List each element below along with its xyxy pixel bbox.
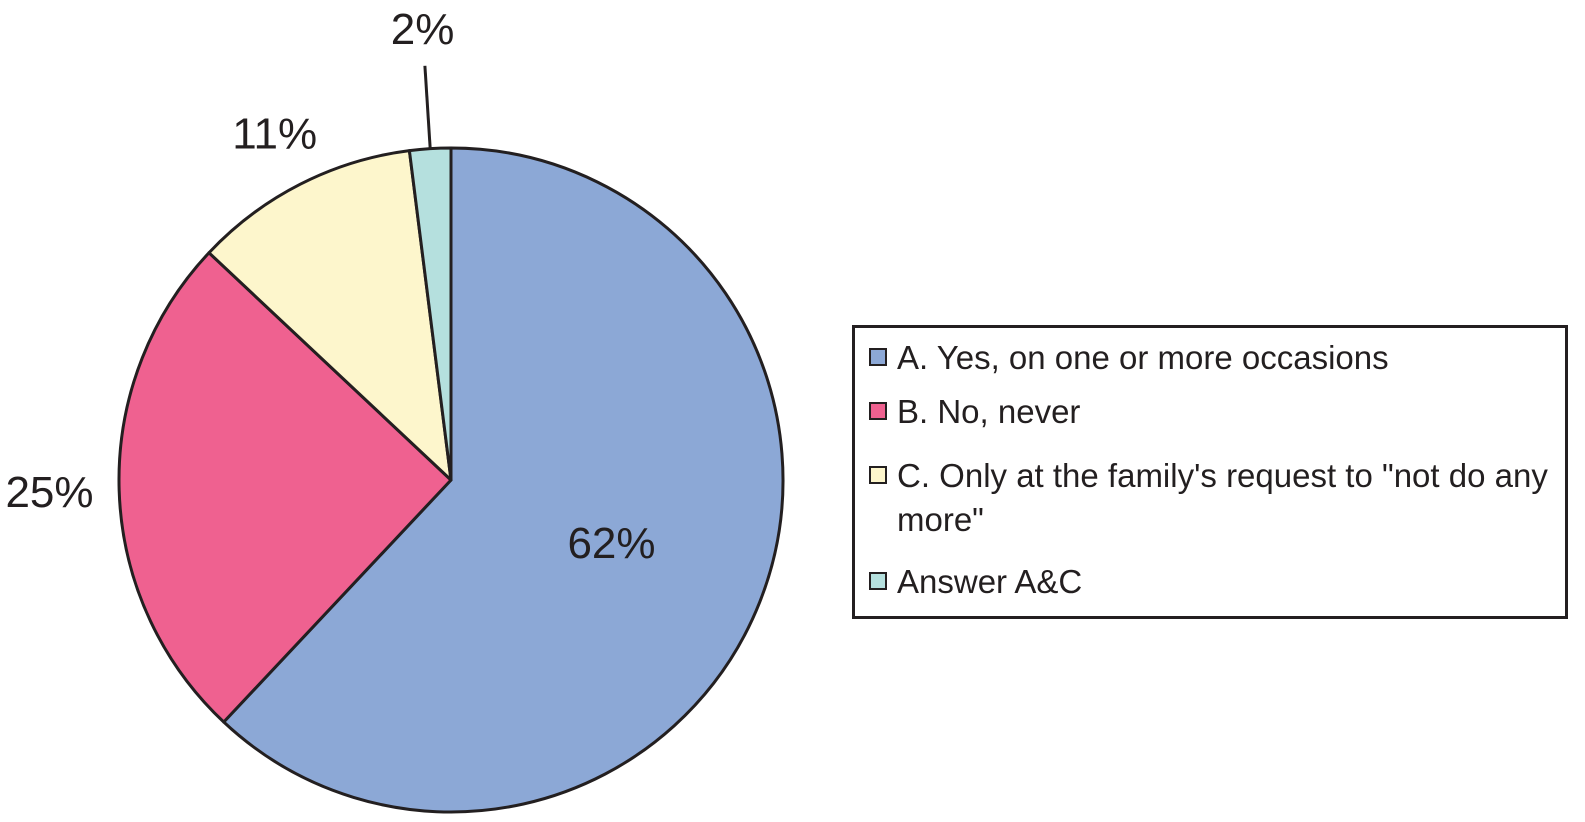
- pie-label-b: 25%: [5, 468, 93, 517]
- legend-item-c: C. Only at the family's request to "not …: [869, 454, 1549, 542]
- legend-swatch-a: [869, 348, 887, 366]
- legend-label-c: C. Only at the family's request to "not …: [897, 457, 1548, 538]
- pie-percent-labels: 62% 25% 11% 2%: [5, 5, 655, 568]
- legend-swatch-b: [869, 402, 887, 420]
- legend-item-a: A. Yes, on one or more occasions: [869, 336, 1549, 380]
- legend-label-b: B. No, never: [897, 393, 1081, 430]
- pie-slices: [117, 146, 785, 814]
- pie-label-c: 11%: [232, 109, 317, 158]
- pie-label-d: 2%: [391, 5, 455, 54]
- legend-item-b: B. No, never: [869, 390, 1549, 434]
- pie-slice-b: [117, 251, 453, 724]
- pie-label-a: 62%: [567, 519, 655, 568]
- legend-label-a: A. Yes, on one or more occasions: [897, 339, 1389, 376]
- pie-leader-line-d: [423, 65, 432, 149]
- legend: A. Yes, on one or more occasions B. No, …: [852, 325, 1568, 619]
- legend-swatch-c: [869, 466, 887, 484]
- pie-slice-a: [222, 146, 785, 814]
- legend-label-d: Answer A&C: [897, 563, 1083, 600]
- legend-item-d: Answer A&C: [869, 560, 1549, 604]
- pie-slice-c: [207, 149, 453, 482]
- pie-leader-lines: [423, 65, 432, 149]
- legend-swatch-d: [869, 572, 887, 590]
